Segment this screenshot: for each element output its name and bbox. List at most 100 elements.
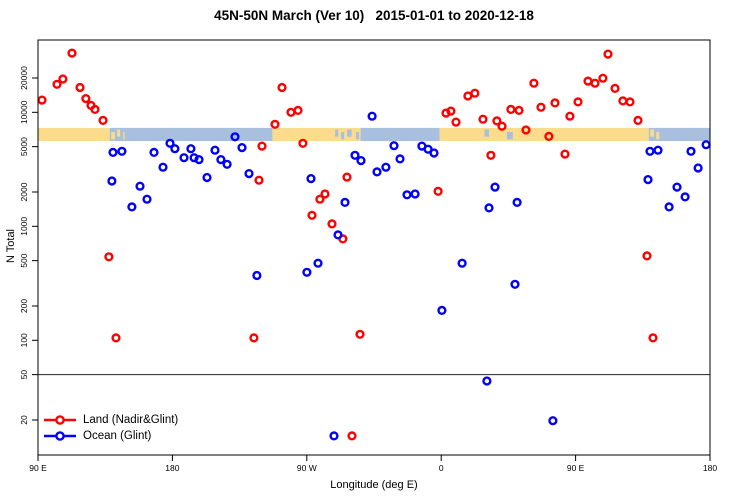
ocean-data-point — [389, 141, 399, 151]
land-data-point — [104, 252, 114, 262]
band-speckle-land — [111, 132, 115, 140]
land-data-point — [610, 83, 620, 94]
band-speckle-land — [650, 129, 654, 137]
chart-title: 45N-50N March (Ver 10) 2015-01-01 to 202… — [214, 8, 534, 23]
ocean-data-point — [372, 167, 382, 177]
land-data-point — [642, 251, 652, 261]
ocean-data-point — [202, 172, 212, 183]
plot-box — [37, 39, 711, 456]
ocean-data-point — [437, 305, 447, 316]
ocean-data-point — [127, 202, 137, 212]
ocean-data-point — [484, 203, 494, 213]
ocean-data-point — [222, 159, 232, 169]
y-tick-label: 50 — [19, 370, 29, 380]
ocean-data-point — [701, 140, 711, 150]
land-data-point — [67, 48, 77, 58]
land-legend-marker-icon — [44, 415, 76, 425]
land-data-point — [111, 333, 121, 343]
x-tick-label: 90 E — [567, 463, 585, 473]
ocean-data-point — [672, 182, 682, 192]
ocean-data-point — [210, 145, 220, 155]
ocean-data-point — [645, 146, 655, 156]
ocean-data-point — [512, 197, 522, 208]
band-speckle-land — [117, 129, 121, 137]
y-tick-label: 20 — [19, 415, 29, 425]
land-data-point — [497, 121, 507, 131]
legend-label-land: Land (Nadir&Glint) — [83, 414, 179, 426]
land-data-point — [625, 97, 635, 107]
land-data-point — [307, 210, 317, 220]
land-data-point — [327, 219, 337, 229]
land-data-point — [492, 116, 502, 126]
ocean-data-point — [186, 144, 196, 154]
ocean-data-point — [410, 189, 420, 199]
ocean-data-point — [117, 146, 127, 156]
y-tick-label: 5000 — [19, 137, 29, 156]
band-speckle-ocean — [347, 129, 352, 137]
ocean-data-point — [402, 190, 412, 200]
ocean-data-point — [367, 111, 377, 121]
land-data-point — [536, 102, 546, 112]
band-speckle-ocean — [484, 129, 489, 137]
y-tick-label: 2000 — [19, 182, 29, 201]
ocean-data-point — [313, 258, 323, 268]
ocean-data-point — [179, 153, 189, 163]
legend-item-land: Land (Nadir&Glint) — [44, 412, 178, 428]
ocean-data-point — [216, 155, 226, 165]
land-data-point — [315, 194, 325, 204]
band-speckle-ocean — [356, 132, 360, 140]
land-data-point — [90, 104, 100, 115]
band-segment-ocean — [109, 127, 273, 142]
x-tick-label: 180 — [703, 463, 717, 473]
ocean-data-point — [686, 146, 696, 156]
land-data-point — [603, 49, 613, 59]
ocean-data-point — [693, 163, 703, 173]
land-data-point — [37, 95, 47, 105]
ocean-data-point — [333, 230, 343, 240]
ocean-data-point — [457, 258, 467, 268]
land-data-point — [293, 105, 303, 116]
ocean-data-point — [482, 376, 492, 386]
x-tick-label: 90 E — [29, 463, 47, 473]
ocean-data-point — [329, 431, 339, 441]
band-segment-land — [439, 127, 649, 142]
band-segment-ocean — [360, 127, 440, 142]
legend: Land (Nadir&Glint) Ocean (Glint) — [44, 412, 178, 444]
land-data-point — [320, 189, 330, 199]
band-speckle-ocean — [335, 129, 339, 137]
land-data-point — [560, 149, 570, 159]
ocean-data-point — [108, 147, 118, 158]
band-segment-land — [272, 127, 361, 142]
ocean-data-point — [653, 145, 663, 155]
land-data-point — [451, 117, 461, 127]
x-tick-label: 0 — [439, 463, 444, 473]
land-data-point — [618, 96, 628, 106]
ocean-data-point — [107, 176, 117, 186]
land-data-point — [249, 333, 259, 343]
ocean-data-point — [230, 132, 240, 142]
ocean-data-point — [664, 202, 674, 212]
ocean-data-point — [340, 197, 350, 208]
land-data-point — [478, 114, 488, 124]
land-data-point — [286, 107, 296, 117]
land-data-point — [486, 150, 496, 160]
land-data-point — [565, 111, 575, 121]
land-data-point — [355, 329, 365, 339]
ocean-data-point — [142, 194, 152, 204]
ocean-data-point — [395, 154, 405, 164]
land-data-point — [446, 106, 456, 116]
ocean-data-point — [194, 155, 204, 165]
y-tick-label: 1000 — [19, 217, 29, 236]
land-data-point — [433, 186, 443, 196]
ocean-data-point — [237, 143, 247, 153]
ocean-data-point — [356, 156, 366, 166]
ocean-legend-marker-icon — [44, 431, 76, 441]
land-data-point — [544, 131, 554, 142]
ocean-data-point — [548, 416, 558, 426]
land-data-point — [277, 82, 287, 93]
land-data-point — [463, 91, 473, 101]
legend-item-ocean: Ocean (Glint) — [44, 428, 178, 444]
ocean-data-point — [252, 270, 262, 281]
